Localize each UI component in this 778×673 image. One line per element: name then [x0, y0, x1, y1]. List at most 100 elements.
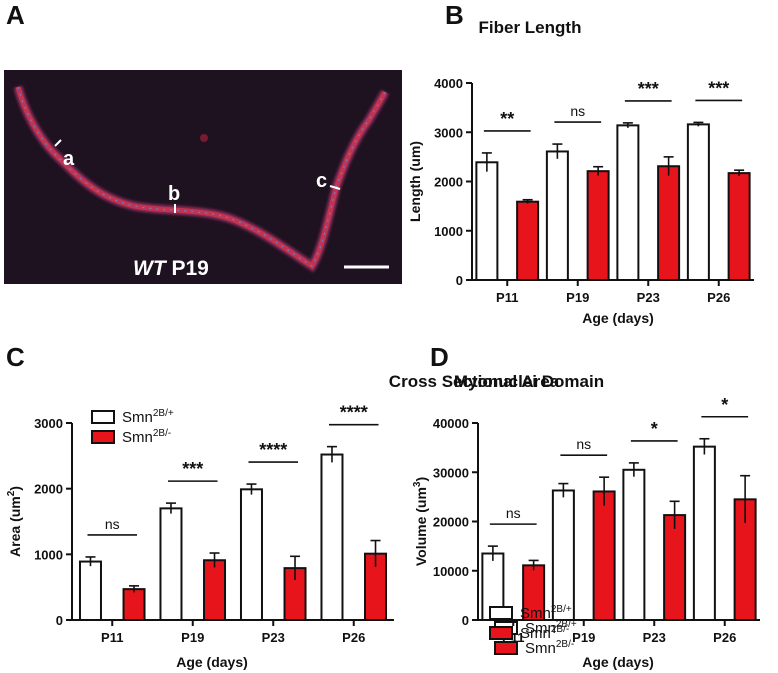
x-tick-label-p23: P23 — [262, 630, 285, 645]
legend-label-base: Smn — [520, 625, 551, 642]
y-tick-label: 40000 — [433, 416, 469, 431]
y-tick-label: 0 — [462, 613, 469, 628]
segment-label-b: b — [168, 183, 181, 205]
y-axis-label-sup: 2 — [6, 490, 17, 496]
x-tick-label-p26: P26 — [713, 630, 736, 645]
panel-letter-b: B — [445, 0, 464, 30]
x-tick-label-p19: P19 — [572, 630, 595, 645]
significance-label: ns — [576, 436, 591, 452]
significance-label: * — [651, 419, 658, 439]
legend-label-base: Smn — [520, 605, 551, 622]
x-tick-label-p23: P23 — [637, 290, 660, 305]
y-tick-label: 1000 — [34, 547, 63, 562]
y-axis-label: Volume (um3) — [412, 477, 429, 566]
legend-label-mutant: Smn2B/- — [520, 624, 569, 642]
legend-label-sup: 2B/- — [153, 428, 171, 439]
bar-p19-control — [551, 489, 575, 621]
fiber-nuclei — [17, 86, 386, 267]
y-tick-label: 30000 — [433, 465, 469, 480]
significance-label: ns — [506, 505, 521, 521]
y-axis-label-end: ) — [413, 477, 429, 482]
y-tick-label: 1000 — [434, 224, 463, 239]
fiber-micrograph: a b c WT P19 — [4, 70, 402, 284]
y-tick-label: 0 — [56, 613, 63, 628]
x-tick-label-p23: P23 — [643, 630, 666, 645]
legend-label-control: Smn2B/+ — [520, 604, 572, 622]
x-tick-label-p19: P19 — [566, 290, 589, 305]
micrograph-caption: WT P19 — [133, 257, 209, 281]
y-tick-label: 2000 — [34, 482, 63, 497]
significance-label: **** — [259, 440, 287, 460]
y-axis-label-text: Volume (um — [413, 487, 429, 566]
legend-label-base: Smn — [525, 620, 556, 637]
chart-title: Cross Sectional Area — [389, 372, 560, 391]
y-tick-label: 20000 — [433, 515, 469, 530]
x-tick-label-p11: P11 — [496, 290, 518, 305]
panel-letter-a: A — [6, 0, 25, 30]
y-axis-label-text: Length (um) — [407, 141, 423, 222]
legend-label-sup: 2B/+ — [153, 408, 174, 419]
significance-label: ns — [105, 516, 120, 532]
legend-label-control: Smn2B/+ — [122, 408, 174, 426]
legend-label-base: Smn — [122, 429, 153, 446]
x-tick-label-p26: P26 — [342, 630, 365, 645]
segment-label-a: a — [63, 148, 75, 170]
significance-label: *** — [638, 79, 659, 99]
legend-label-mutant: Smn2B/- — [122, 428, 171, 446]
legend-swatch-control — [91, 410, 115, 424]
x-tick-label-p11: P11 — [101, 630, 123, 645]
fiber-image — [13, 85, 390, 273]
segment-label-c: c — [316, 170, 328, 192]
legend-label-sup: 2B/+ — [556, 619, 577, 630]
y-tick-label: 3000 — [434, 125, 463, 140]
x-axis-label: Age (days) — [582, 310, 654, 326]
y-axis-label-end: ) — [7, 486, 23, 491]
legend-label-sup: 2B/- — [551, 624, 569, 635]
y-tick-label: 4000 — [434, 76, 463, 91]
x-tick-label-p26: P26 — [707, 290, 730, 305]
legend-label-sup: 2B/- — [556, 639, 574, 650]
significance-label: **** — [340, 403, 368, 423]
caption-age: P19 — [171, 257, 209, 280]
significance-label: ns — [570, 103, 585, 119]
significance-label: ** — [500, 109, 514, 129]
legend-swatch-mutant — [489, 626, 513, 640]
y-axis-label-text: Area (um — [7, 496, 23, 557]
y-axis-label-sup: 3 — [412, 481, 423, 487]
x-axis-label: Age (days) — [582, 654, 654, 670]
segment-mark-a — [54, 139, 62, 147]
legend-label-base: Smn — [525, 640, 556, 657]
bar-p26-control — [692, 445, 716, 622]
caption-genotype: WT — [133, 257, 166, 280]
legend-label-control: Smn2B/+ — [525, 619, 577, 637]
bar-p23-mutant — [663, 514, 687, 621]
significance-label: * — [721, 395, 728, 415]
significance-label: *** — [182, 459, 203, 479]
y-axis-label: Length (um) — [407, 141, 423, 222]
y-tick-label: 2000 — [434, 175, 463, 190]
y-tick-label: 10000 — [433, 564, 469, 579]
panel-letter-c: C — [6, 342, 25, 372]
legend-swatch-control — [489, 606, 513, 620]
legend-label-mutant: Smn2B/- — [525, 639, 574, 657]
debris-spot — [200, 134, 208, 142]
y-tick-label: 3000 — [34, 416, 63, 431]
y-tick-label: 0 — [456, 273, 463, 288]
x-axis-label: Age (days) — [176, 654, 248, 670]
legend-label-sup: 2B/+ — [551, 604, 572, 615]
legend-swatch-mutant — [494, 641, 518, 655]
bar-p23-control — [622, 468, 646, 621]
chart-title: Myonuclei Domain — [454, 372, 604, 391]
significance-label: *** — [708, 78, 729, 98]
chart-title: Fiber Length — [479, 18, 582, 37]
segment-mark-c — [329, 185, 341, 190]
legend-swatch-mutant — [91, 430, 115, 444]
legend-label-base: Smn — [122, 409, 153, 426]
panel-letter-d: D — [430, 342, 449, 372]
bar-p19-mutant — [592, 490, 616, 621]
y-axis-label: Area (um2) — [6, 486, 23, 557]
x-tick-label-p19: P19 — [181, 630, 204, 645]
